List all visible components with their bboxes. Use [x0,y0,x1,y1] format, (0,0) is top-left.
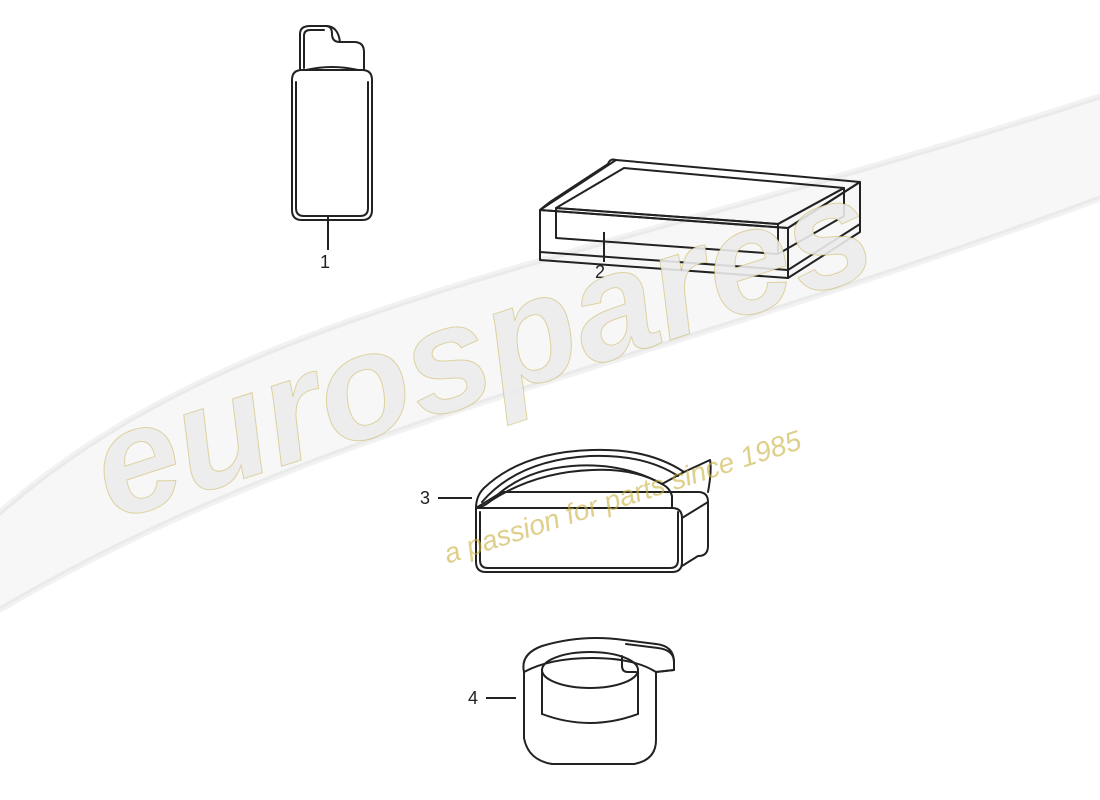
tray-inner-front [556,208,778,254]
callout-line-2 [603,232,605,262]
case-body-side [682,502,708,566]
callout-line-1 [327,216,329,250]
tray-side [788,182,860,270]
case-notch [662,484,672,508]
case-lid-stitch [482,456,678,502]
part-1-phone-pouch [282,22,382,232]
callout-label-4: 4 [468,688,478,709]
part-4-cupholder [506,628,696,778]
part-2-tray [520,120,880,300]
part-3-case [452,430,732,590]
callout-label-3: 3 [420,488,430,509]
holder-bore-depth [542,714,638,723]
diagram-stage: 1 2 [0,0,1100,800]
holder-outline [523,638,674,764]
callout-label-1: 1 [320,252,330,273]
case-body-front [476,508,682,572]
pouch-stitch [296,82,368,216]
pouch-body [292,70,372,220]
case-back-hinge [684,460,711,492]
case-body-top [476,492,708,508]
callout-line-3 [438,497,472,499]
pouch-flap [300,26,364,70]
tray-bottom-side [788,224,860,278]
callout-line-4 [486,697,516,699]
callout-label-2: 2 [595,262,605,283]
case-body-stitch [480,512,678,568]
tray-bottom-lip [540,252,788,278]
pouch-flap-stitch [304,30,324,68]
